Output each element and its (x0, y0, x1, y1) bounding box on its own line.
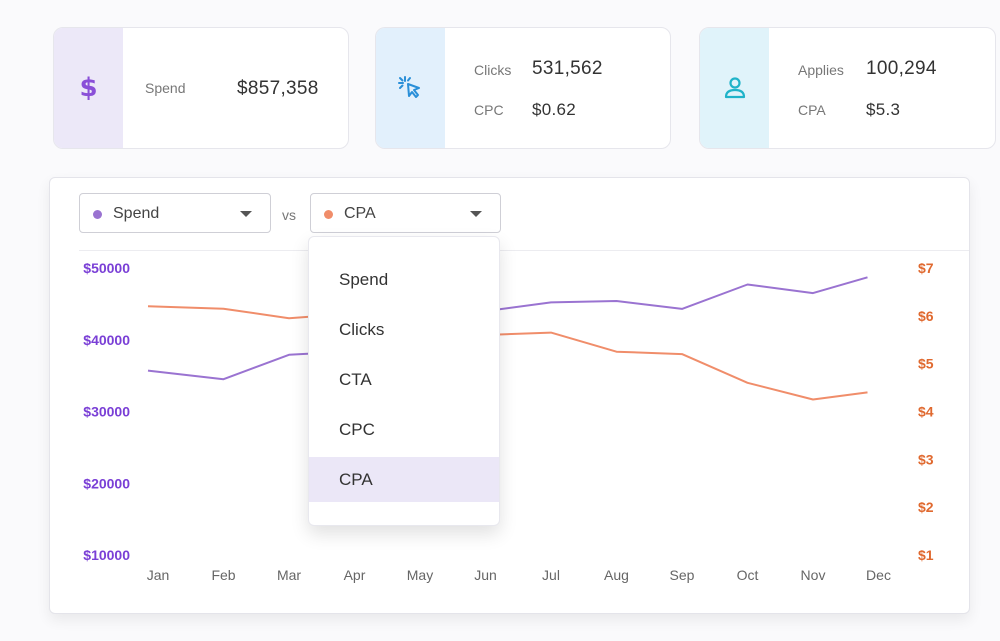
metric-dropdown-menu: Spend Clicks CTA CPC CPA (308, 236, 500, 526)
chart-panel: Spend vs CPA (49, 177, 970, 614)
left-axis-tick-label: $40000 (83, 332, 130, 348)
applies-icon-box (700, 28, 769, 148)
right-metric-value: CPA (344, 205, 376, 222)
x-axis-tick-label: May (407, 567, 433, 583)
cpa-value: $5.3 (866, 100, 901, 119)
x-axis-tick-label: Sep (670, 567, 695, 583)
clicks-icon-box (376, 28, 445, 148)
clicks-label: Clicks (474, 62, 512, 78)
applies-card: Applies 100,294 CPA $5.3 (699, 27, 996, 149)
chart-divider (79, 250, 969, 251)
x-axis-tick-label: Oct (737, 567, 759, 583)
right-axis-tick-label: $1 (918, 547, 934, 563)
x-axis-tick-label: Jun (474, 567, 497, 583)
dropdown-option-clicks[interactable]: Clicks (339, 320, 385, 339)
right-axis-tick-label: $7 (918, 260, 934, 276)
chevron-down-icon (240, 211, 252, 217)
x-axis-tick-label: Feb (211, 567, 235, 583)
spend-label: Spend (145, 80, 186, 96)
x-axis-tick-label: Jul (542, 567, 560, 583)
x-axis-tick-label: Nov (801, 567, 826, 583)
cpc-label: CPC (474, 102, 504, 118)
left-axis-tick-label: $30000 (83, 404, 130, 420)
x-axis-tick-label: Jan (147, 567, 170, 583)
cpa-dot (324, 210, 333, 219)
spend-card: $ Spend $857,358 (53, 27, 349, 149)
x-axis-tick-label: Mar (277, 567, 301, 583)
user-icon (724, 77, 745, 99)
dropdown-option-cpc[interactable]: CPC (339, 420, 375, 439)
applies-label: Applies (798, 62, 844, 78)
right-axis-tick-label: $3 (918, 451, 934, 467)
left-axis-tick-label: $10000 (83, 547, 130, 563)
cursor-click-icon (397, 76, 420, 98)
vs-label: vs (282, 207, 296, 223)
right-axis-tick-label: $6 (918, 308, 934, 324)
dropdown-option-cpa[interactable]: CPA (309, 457, 499, 502)
right-axis-tick-label: $4 (918, 404, 934, 420)
spend-dot (93, 210, 102, 219)
x-axis-tick-label: Dec (866, 567, 891, 583)
series-line-cpa (147, 305, 868, 401)
right-axis-tick-label: $2 (918, 499, 934, 515)
x-axis-tick-label: Aug (604, 567, 629, 583)
applies-value: 100,294 (866, 58, 937, 79)
left-axis-tick-label: $20000 (83, 475, 130, 491)
spend-icon-box: $ (54, 28, 123, 148)
right-axis-tick-label: $5 (918, 356, 934, 372)
cpa-label: CPA (798, 102, 826, 118)
cpc-value: $0.62 (532, 100, 577, 119)
dropdown-option-cta[interactable]: CTA (339, 370, 372, 389)
clicks-card: Clicks 531,562 CPC $0.62 (375, 27, 671, 149)
left-metric-value: Spend (113, 205, 160, 222)
x-axis-tick-label: Apr (344, 567, 366, 583)
dropdown-option-spend[interactable]: Spend (339, 270, 389, 289)
left-axis-tick-label: $50000 (83, 260, 130, 276)
spend-value: $857,358 (237, 78, 319, 99)
dollar-icon: $ (79, 73, 98, 103)
left-metric-select[interactable]: Spend (79, 193, 271, 233)
clicks-value: 531,562 (532, 58, 603, 79)
chevron-down-icon (470, 211, 482, 217)
series-line-spend (147, 276, 868, 381)
right-metric-select[interactable]: CPA (310, 193, 501, 233)
